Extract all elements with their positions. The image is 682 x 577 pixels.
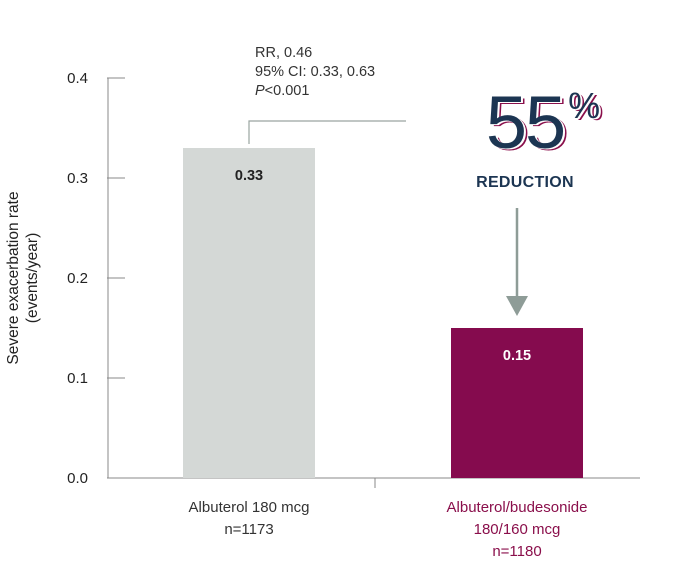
y-tick-label: 0.2	[67, 270, 88, 287]
ci-line: 95% CI: 0.33, 0.63	[255, 64, 376, 80]
y-axis-label-line-2: (events/year)	[24, 233, 41, 323]
stat-annotation: RR, 0.46 95% CI: 0.33, 0.63 P<0.001	[255, 44, 375, 101]
bar	[183, 148, 315, 478]
bar-value-label: 0.33	[235, 168, 263, 184]
y-tick-label: 0.3	[67, 170, 88, 187]
reduction-percent: 55%	[486, 86, 600, 160]
x-category-label-line: Albuterol 180 mcg	[188, 499, 310, 516]
y-tick-label: 0.4	[67, 70, 88, 87]
p-symbol: P	[255, 83, 265, 99]
x-category-label-line: n=1173	[224, 521, 274, 538]
bracket-line	[248, 120, 406, 144]
x-category-label: Albuterol 180 mcg n=1173	[139, 497, 359, 541]
x-category-label-line: n=1180	[492, 543, 542, 560]
bar	[451, 328, 583, 478]
percent-sign: %	[568, 85, 600, 126]
reduction-percent-value: 55	[485, 81, 566, 164]
y-axis-label-line-1: Severe exacerbation rate	[5, 191, 22, 364]
x-category-label-line: Albuterol/budesonide	[446, 499, 588, 516]
reduction-callout: 55% REDUCTION	[440, 86, 610, 192]
x-category-label-line: 180/160 mcg	[473, 521, 561, 538]
rr-line: RR, 0.46	[255, 45, 313, 61]
y-tick-label: 0.1	[67, 370, 88, 387]
p-value: <0.001	[264, 83, 310, 99]
p-value-line: P<0.001	[255, 82, 375, 101]
x-category-label: Albuterol/budesonide 180/160 mcg n=1180	[407, 497, 627, 563]
y-tick-label: 0.0	[67, 470, 88, 487]
bar-value-label: 0.15	[503, 348, 531, 364]
arrow-head	[506, 296, 528, 316]
reduction-label: REDUCTION	[476, 174, 574, 191]
